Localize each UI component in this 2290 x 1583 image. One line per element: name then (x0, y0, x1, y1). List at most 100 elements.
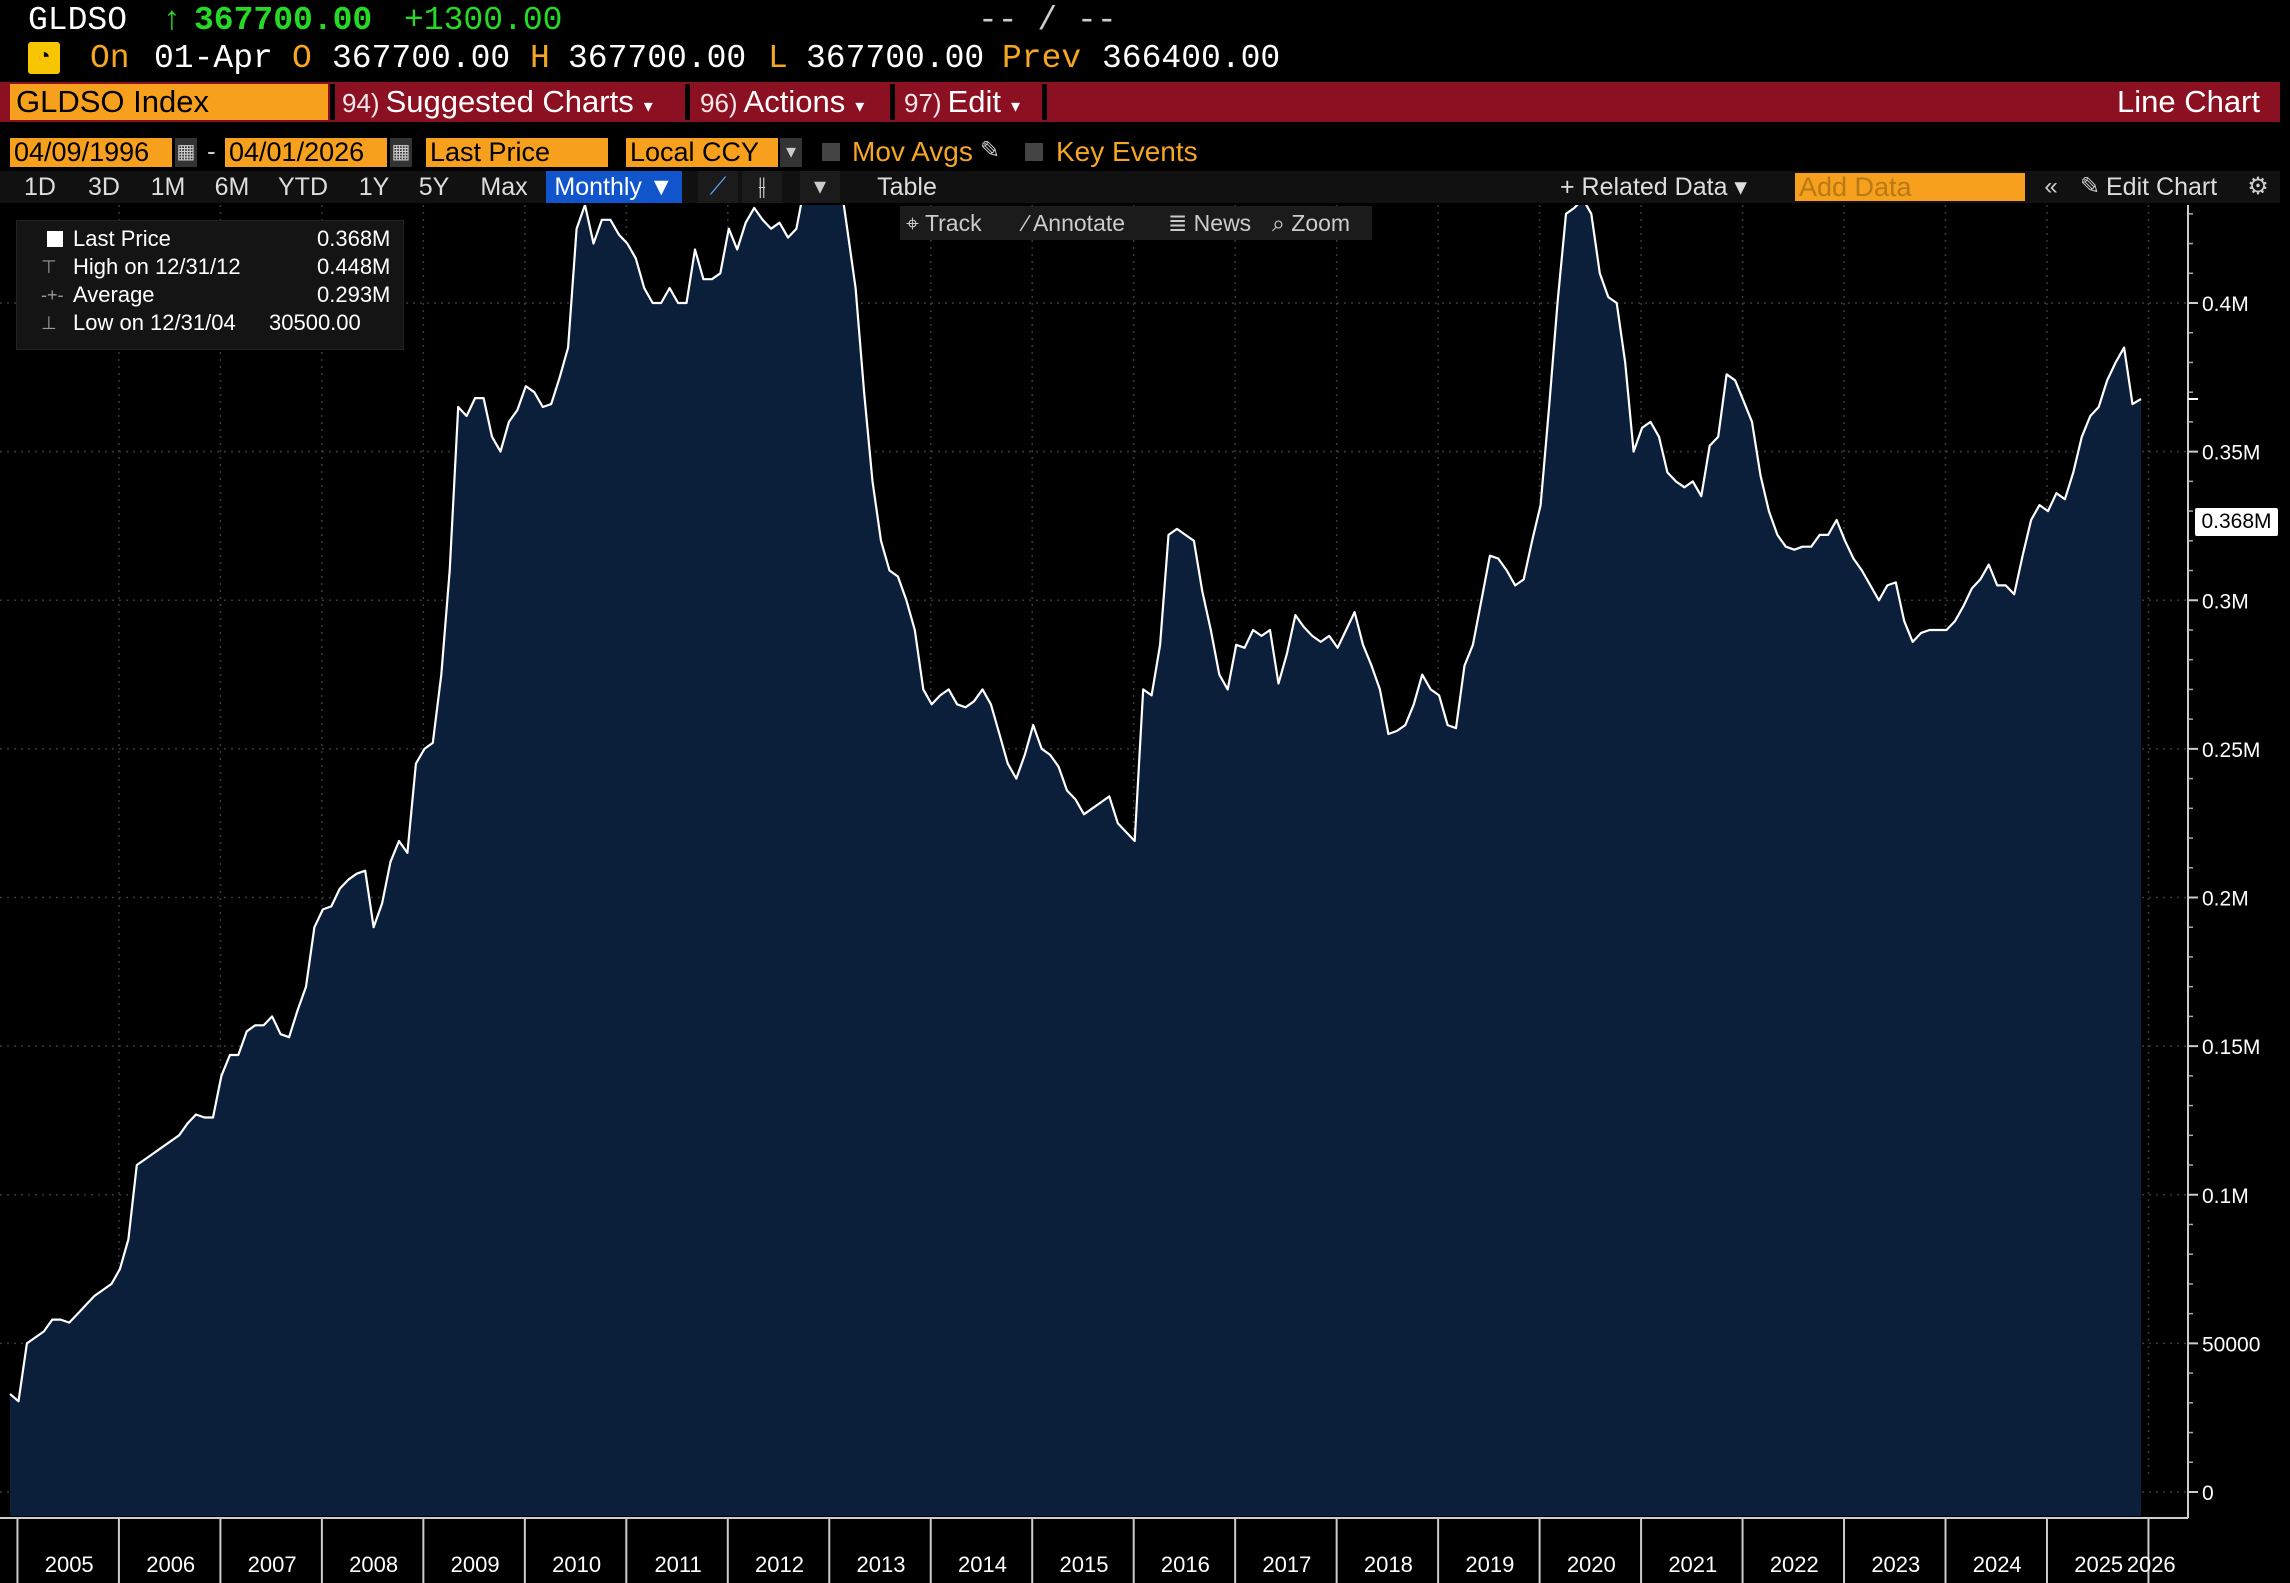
legend-low: ⊥ Low on 12/31/04 30500.00 (17, 309, 403, 337)
period-max[interactable]: Max (480, 173, 528, 201)
period-6m[interactable]: 6M (214, 173, 250, 201)
pencil-icon[interactable]: ✎ (980, 137, 1001, 164)
add-data-input[interactable]: Add Data (1795, 173, 2025, 202)
calendar-icon[interactable]: ▦ (390, 138, 412, 167)
news-icon: ≣ (1168, 210, 1194, 236)
legend-average: -+- Average 0.293M (17, 281, 403, 309)
x-tick-label: 2019 (1465, 1552, 1514, 1577)
x-tick-label: 2009 (451, 1552, 500, 1577)
edit-button[interactable]: 97) Edit ▾ (904, 84, 1020, 120)
key-events-checkbox[interactable] (1025, 143, 1043, 161)
suggested-charts-button[interactable]: 94) Suggested Charts ▾ (342, 84, 653, 120)
y-tick-label: 0.1M (2202, 1185, 2249, 1208)
command-bar (0, 82, 2280, 122)
y-tick-label: 0.3M (2202, 590, 2249, 613)
actions-button[interactable]: 96) Actions ▾ (700, 84, 864, 120)
collapse-icon[interactable]: « (2044, 173, 2058, 200)
calendar-icon[interactable]: ▦ (175, 138, 197, 167)
divider (685, 84, 690, 120)
x-tick-label: 2026 (2127, 1552, 2176, 1577)
period-3d[interactable]: 3D (88, 173, 120, 201)
key-events-label[interactable]: Key Events (1056, 136, 1198, 167)
legend-value: 30500.00 (269, 310, 361, 335)
security-field[interactable]: GLDSO Index (10, 84, 328, 120)
y-tick-label: 0.15M (2202, 1036, 2260, 1059)
period-ytd[interactable]: YTD (278, 173, 328, 201)
actions-number: 96) (700, 88, 738, 118)
currency-select[interactable]: Local CCY (626, 138, 778, 167)
gear-icon[interactable]: ⚙ (2247, 173, 2269, 200)
annotate-button[interactable]: ∕ Annotate (1024, 206, 1125, 240)
low-marker-icon: ⊥ (41, 313, 57, 333)
legend-last-price[interactable]: Last Price 0.368M (17, 225, 403, 253)
news-button[interactable]: ≣ News (1168, 206, 1251, 240)
mov-avgs-label[interactable]: Mov Avgs (852, 136, 973, 167)
legend-value: 0.368M (317, 226, 391, 251)
chart-tools (900, 206, 1372, 240)
on-label: On (90, 40, 130, 77)
legend-label: Last Price (73, 226, 171, 251)
price-chart[interactable]: 0 50000 0.1M 0.15M 0.2M 0.25M 0.3M 0.35M 0.4M 0.4… (0, 205, 2290, 1583)
legend-value: 0.448M (317, 254, 391, 279)
x-tick-label: 2014 (958, 1552, 1007, 1577)
actions-label: Actions (743, 84, 846, 119)
suggested-charts-label: Suggested Charts (385, 84, 634, 119)
net-change: +1300.00 (404, 2, 563, 39)
magnifier-icon: ⌕ (1272, 210, 1292, 236)
x-tick-label: 2015 (1060, 1552, 1109, 1577)
x-tick-label: 2020 (1567, 1552, 1616, 1577)
legend-label: Low on 12/31/04 (73, 310, 236, 335)
chart-legend: Last Price 0.368M ⊤ High on 12/31/12 0.4… (16, 220, 404, 350)
pencil-icon: ✎ (2079, 173, 2101, 200)
y-tick-label: 50000 (2202, 1333, 2260, 1356)
period-1m[interactable]: 1M (150, 173, 186, 201)
x-tick-label: 2024 (1973, 1552, 2022, 1577)
annotate-icon: ∕ (1024, 210, 1033, 236)
table-button[interactable]: Table (877, 173, 937, 201)
news-label: News (1193, 210, 1252, 236)
candle-chart-icon[interactable]: ⫲ (742, 171, 782, 203)
line-chart-icon[interactable]: ⟋ (698, 171, 738, 203)
y-tick-label: 0.2M (2202, 888, 2249, 911)
edit-chart-button[interactable]: Edit Chart (2106, 173, 2218, 201)
period-1y[interactable]: 1Y (358, 173, 390, 201)
x-tick-label: 2016 (1161, 1552, 1210, 1577)
legend-value: 0.293M (317, 282, 391, 307)
y-tick-label: 0.25M (2202, 739, 2260, 762)
end-date-field[interactable]: 04/01/2026 (225, 138, 387, 167)
zoom-label: Zoom (1291, 210, 1351, 236)
track-button[interactable]: ⌖ Track (906, 206, 982, 240)
zoom-button[interactable]: ⌕ Zoom (1272, 206, 1350, 240)
bid-ask: -- / -- (978, 2, 1117, 39)
legend-high: ⊤ High on 12/31/12 0.448M (17, 253, 403, 281)
last-price-tag: 0.368M (2195, 508, 2278, 536)
x-tick-label: 2022 (1770, 1552, 1819, 1577)
series-swatch (47, 231, 63, 247)
dropdown-caret-icon: ▾ (643, 96, 653, 116)
x-tick-label: 2006 (146, 1552, 195, 1577)
x-tick-label: 2025 (2074, 1552, 2123, 1577)
price-field-select[interactable]: Last Price (426, 138, 608, 167)
start-date-field[interactable]: 04/09/1996 (10, 138, 172, 167)
chevron-down-icon[interactable]: ▾ (780, 138, 802, 167)
crosshair-icon: ⌖ (906, 210, 925, 236)
high-value: 367700.00 (568, 40, 747, 77)
x-tick-label: 2013 (857, 1552, 906, 1577)
legend-label: High on 12/31/12 (73, 254, 241, 279)
last-price: 367700.00 (194, 2, 373, 39)
dropdown-caret-icon: ▾ (855, 96, 865, 116)
frequency-select[interactable]: Monthly ▼ (546, 171, 682, 203)
chevron-down-icon[interactable]: ▾ (800, 171, 840, 203)
x-tick-label: 2021 (1668, 1552, 1717, 1577)
price-line (9, 205, 2142, 1403)
y-tick-label: 0.4M (2202, 293, 2249, 316)
gauge-icon[interactable]: ◔ (28, 42, 60, 74)
period-1d[interactable]: 1D (24, 173, 56, 201)
mov-avgs-checkbox[interactable] (822, 143, 840, 161)
x-tick-label: 2017 (1262, 1552, 1311, 1577)
related-data-button[interactable]: + Related Data ▾ (1560, 173, 1747, 201)
dropdown-caret-icon: ▾ (1011, 96, 1021, 116)
ticker-symbol[interactable]: GLDSO (28, 2, 128, 39)
x-tick-label: 2012 (755, 1552, 804, 1577)
period-5y[interactable]: 5Y (418, 173, 450, 201)
